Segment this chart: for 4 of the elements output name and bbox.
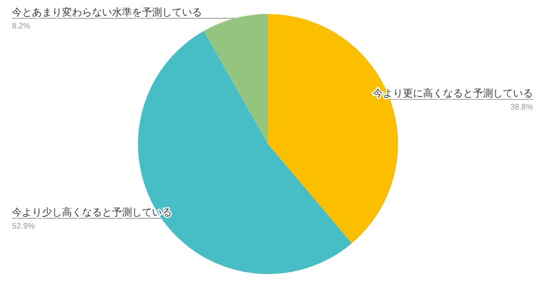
- data-label: 8.2%: [12, 21, 30, 30]
- slice-label: 今とあまり変わらない水準を予測している: [12, 6, 202, 18]
- data-label: 38.8%: [510, 102, 533, 112]
- data-label: 52.9%: [12, 221, 35, 230]
